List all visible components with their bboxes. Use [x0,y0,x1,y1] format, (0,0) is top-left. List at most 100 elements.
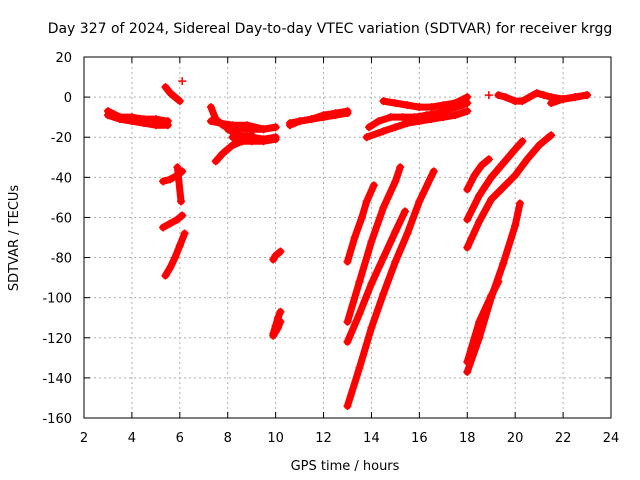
data-point [269,331,278,340]
data-point [518,137,527,146]
data-point [276,307,285,316]
data-point [115,115,124,124]
data-point [218,149,227,158]
data-point [470,171,479,180]
y-axis-ticks: -160 -140 -120 -100 -80 -60 -40 -20 0 20 [42,51,611,427]
data-point [343,257,352,266]
data-point [386,113,395,122]
series-arc-18e [463,277,503,366]
data-point [494,277,503,286]
data-point [475,191,484,200]
y-tick-label: 20 [55,51,72,66]
series-arc-18.9 [484,91,493,100]
data-point [515,199,524,208]
data-point [463,357,472,366]
series-arc-3.0b [103,111,172,130]
data-point [391,227,400,236]
data-point [439,101,448,110]
data-points [103,77,592,410]
y-tick-label: -80 [51,252,72,267]
data-point [477,161,486,170]
data-point [173,215,182,224]
data-point [379,127,388,136]
data-point [379,289,388,298]
data-point [367,279,376,288]
series-arc-13c [343,207,409,346]
data-point [178,211,187,220]
data-point [178,77,187,86]
data-point [355,309,364,318]
data-point [171,93,180,102]
y-tick-label: -60 [51,211,72,226]
series-arc-13d [343,167,438,410]
data-point [487,195,496,204]
series-band [344,163,404,326]
data-point [177,197,186,206]
chart-title: Day 327 of 2024, Sidereal Day-to-day VTE… [48,21,613,37]
data-point [163,121,172,130]
series-band [161,83,184,105]
data-point [247,137,256,146]
y-tick-label: -40 [51,171,72,186]
data-point [206,103,215,112]
data-point [487,173,496,182]
series-band [344,167,438,410]
data-point [559,95,568,104]
data-point [547,131,556,140]
data-point [166,89,175,98]
data-point [403,229,412,238]
data-point [216,119,225,128]
x-tick-label: 8 [224,431,232,446]
data-point [379,253,388,262]
series-band [269,248,284,264]
data-point [451,111,460,120]
data-point [463,367,472,376]
series-arc-10.1a [269,247,285,264]
data-point [228,133,237,142]
data-point [166,263,175,272]
series-arc-21.5 [547,91,592,108]
data-point [396,163,405,172]
data-point [571,93,580,102]
data-point [523,155,532,164]
plot-frame [83,56,612,419]
data-point [139,119,148,128]
x-tick-label: 18 [459,431,476,446]
data-point [319,111,328,120]
x-axis-ticks: 2 4 6 8 10 12 14 16 18 20 22 24 [80,57,619,446]
data-point [499,183,508,192]
data-point [427,103,436,112]
data-point [166,175,175,184]
data-point [286,119,295,128]
series-band [463,131,555,252]
x-tick-label: 16 [411,431,428,446]
data-point [400,207,409,216]
data-point [484,91,493,100]
data-point [422,111,431,120]
series-arc-13a [343,181,378,266]
data-point [238,137,247,146]
y-tick-label: -20 [51,131,72,146]
series-arc-5.4c [161,229,189,280]
data-point [487,291,496,300]
data-point [276,247,285,256]
data-point [365,123,374,132]
data-point [211,157,220,166]
x-tick-label: 22 [555,431,572,446]
data-point [223,125,232,134]
y-tick-label: -140 [42,372,72,387]
series-band [269,318,284,340]
data-point [276,317,285,326]
x-tick-label: 2 [80,431,88,446]
x-tick-label: 4 [128,431,136,446]
data-point [535,141,544,150]
x-tick-label: 10 [267,431,284,446]
data-point [511,145,520,154]
data-point [511,221,520,230]
x-tick-label: 6 [176,431,184,446]
data-point [547,99,556,108]
data-point [463,93,472,102]
data-point [151,121,160,130]
